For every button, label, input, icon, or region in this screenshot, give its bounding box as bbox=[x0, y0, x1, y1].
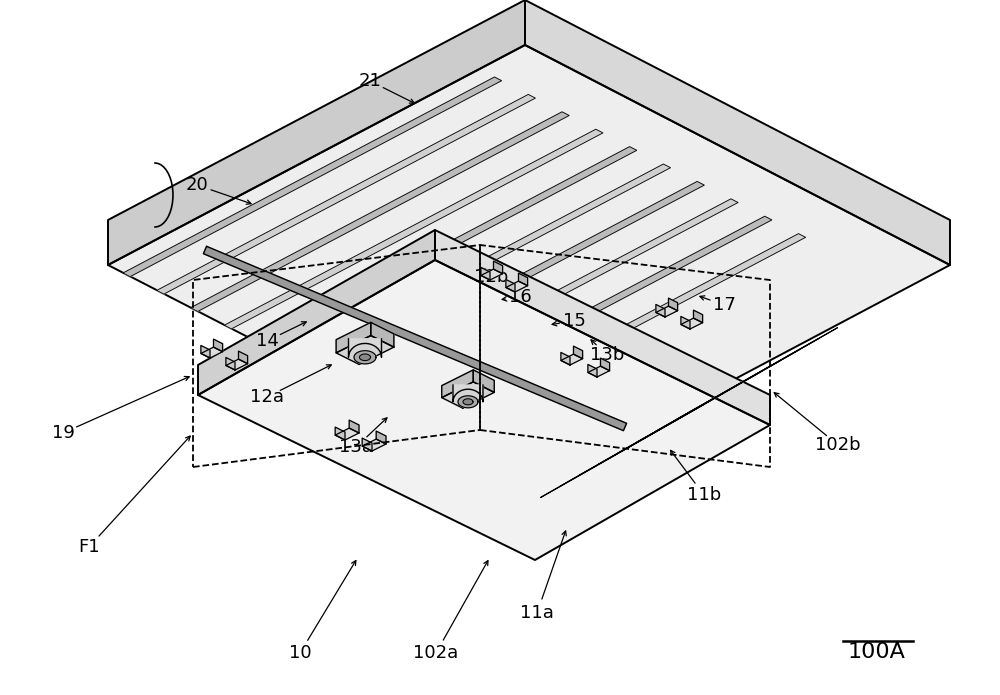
Polygon shape bbox=[359, 199, 738, 398]
Polygon shape bbox=[123, 77, 502, 277]
Polygon shape bbox=[198, 230, 435, 395]
Text: 20: 20 bbox=[186, 176, 208, 194]
Polygon shape bbox=[201, 345, 210, 358]
Polygon shape bbox=[442, 370, 473, 398]
Polygon shape bbox=[458, 396, 478, 408]
Polygon shape bbox=[636, 350, 799, 443]
Polygon shape bbox=[108, 0, 525, 265]
Polygon shape bbox=[506, 281, 528, 292]
Text: 21: 21 bbox=[359, 72, 381, 90]
Polygon shape bbox=[674, 327, 838, 420]
Polygon shape bbox=[681, 316, 690, 329]
Polygon shape bbox=[561, 352, 570, 365]
Polygon shape bbox=[561, 354, 583, 365]
Polygon shape bbox=[442, 382, 494, 408]
Polygon shape bbox=[518, 273, 528, 286]
Text: 16: 16 bbox=[509, 288, 531, 306]
Polygon shape bbox=[560, 393, 723, 486]
Polygon shape bbox=[393, 216, 772, 416]
Text: 11b: 11b bbox=[687, 486, 721, 504]
Polygon shape bbox=[224, 129, 603, 329]
Polygon shape bbox=[481, 268, 490, 280]
Polygon shape bbox=[258, 147, 637, 346]
Polygon shape bbox=[574, 346, 583, 359]
Polygon shape bbox=[668, 298, 678, 311]
Polygon shape bbox=[655, 338, 818, 432]
Text: 15: 15 bbox=[563, 312, 585, 330]
Polygon shape bbox=[376, 431, 386, 444]
Polygon shape bbox=[201, 347, 223, 358]
Text: 13a: 13a bbox=[339, 438, 373, 456]
Polygon shape bbox=[354, 351, 376, 364]
Polygon shape bbox=[336, 336, 394, 364]
Text: 19: 19 bbox=[52, 424, 74, 442]
Polygon shape bbox=[598, 372, 761, 464]
Polygon shape bbox=[453, 385, 483, 402]
Polygon shape bbox=[435, 230, 770, 425]
Polygon shape bbox=[226, 357, 235, 370]
Polygon shape bbox=[362, 438, 372, 451]
Polygon shape bbox=[362, 439, 386, 451]
Text: 12b: 12b bbox=[474, 268, 508, 286]
Text: 14: 14 bbox=[256, 332, 278, 350]
Text: 100A: 100A bbox=[848, 642, 906, 662]
Polygon shape bbox=[371, 322, 394, 347]
Polygon shape bbox=[335, 428, 359, 440]
Polygon shape bbox=[525, 0, 950, 265]
Polygon shape bbox=[473, 370, 494, 393]
Polygon shape bbox=[360, 354, 370, 361]
Text: 11a: 11a bbox=[520, 604, 554, 622]
Text: 10: 10 bbox=[289, 644, 311, 662]
Polygon shape bbox=[494, 261, 503, 274]
Text: F1: F1 bbox=[78, 538, 100, 556]
Polygon shape bbox=[239, 351, 248, 363]
Polygon shape bbox=[588, 366, 610, 377]
Polygon shape bbox=[191, 112, 569, 311]
Polygon shape bbox=[588, 364, 597, 377]
Polygon shape bbox=[203, 246, 627, 431]
Text: 102b: 102b bbox=[815, 436, 861, 454]
Polygon shape bbox=[506, 279, 515, 292]
Polygon shape bbox=[656, 304, 665, 317]
Polygon shape bbox=[292, 164, 670, 363]
Text: 13b: 13b bbox=[590, 346, 624, 364]
Polygon shape bbox=[157, 95, 535, 294]
Polygon shape bbox=[349, 338, 382, 357]
Polygon shape bbox=[463, 399, 473, 404]
Polygon shape bbox=[656, 306, 678, 317]
Polygon shape bbox=[198, 260, 770, 560]
Text: 102a: 102a bbox=[413, 644, 459, 662]
Polygon shape bbox=[226, 359, 248, 370]
Polygon shape bbox=[694, 310, 703, 322]
Polygon shape bbox=[336, 322, 371, 353]
Polygon shape bbox=[681, 318, 703, 329]
Polygon shape bbox=[214, 339, 223, 352]
Polygon shape bbox=[481, 269, 503, 280]
Polygon shape bbox=[617, 361, 780, 454]
Polygon shape bbox=[108, 45, 950, 485]
Polygon shape bbox=[335, 427, 345, 440]
Polygon shape bbox=[349, 420, 359, 433]
Text: 12a: 12a bbox=[250, 388, 284, 406]
Polygon shape bbox=[326, 181, 704, 381]
Polygon shape bbox=[427, 234, 806, 433]
Polygon shape bbox=[541, 404, 704, 498]
Polygon shape bbox=[600, 358, 610, 370]
Polygon shape bbox=[579, 382, 742, 475]
Text: 17: 17 bbox=[713, 296, 735, 314]
